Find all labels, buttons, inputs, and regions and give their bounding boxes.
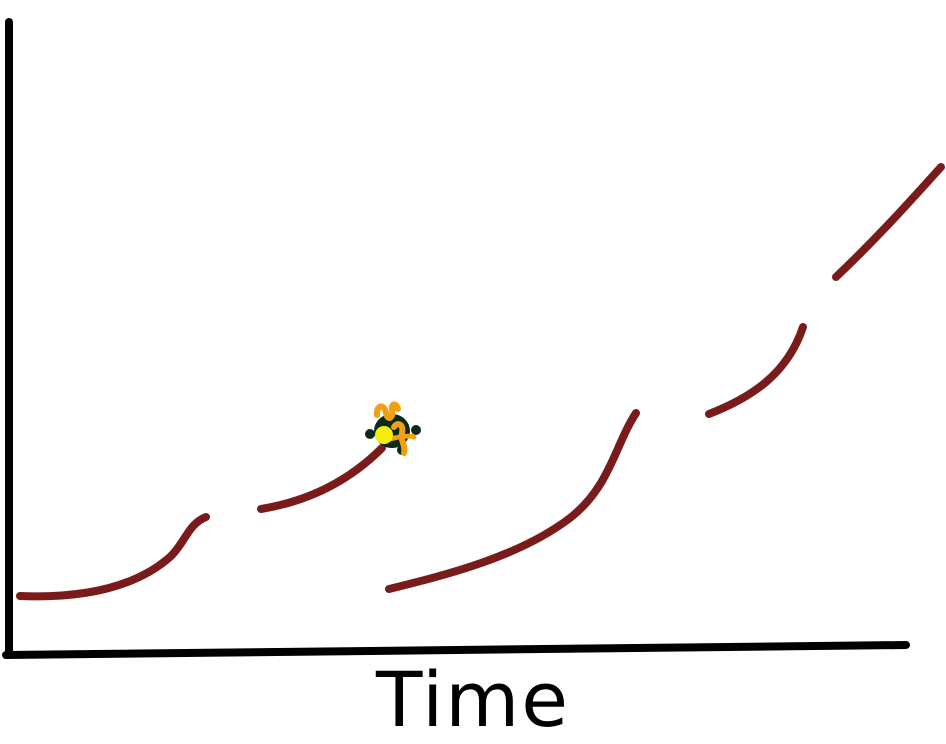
curve-segment-2 (257, 444, 386, 513)
marker-leg-2 (411, 425, 421, 435)
growth-curve (16, 163, 945, 601)
curve-segment-1 (16, 513, 210, 601)
marker-scribble-3 (387, 433, 417, 442)
marker-dot (375, 426, 393, 444)
marker-scribble-1 (373, 401, 401, 421)
curve-segment-5 (832, 163, 945, 281)
marker-scribble-2 (391, 421, 408, 456)
x-axis-label: Time (376, 655, 570, 744)
x-axis (2, 641, 910, 659)
curve-segment-3 (385, 409, 640, 593)
curve-segment-4 (705, 323, 807, 418)
turtle-icon (365, 401, 421, 456)
marker-leg-1 (365, 429, 375, 439)
